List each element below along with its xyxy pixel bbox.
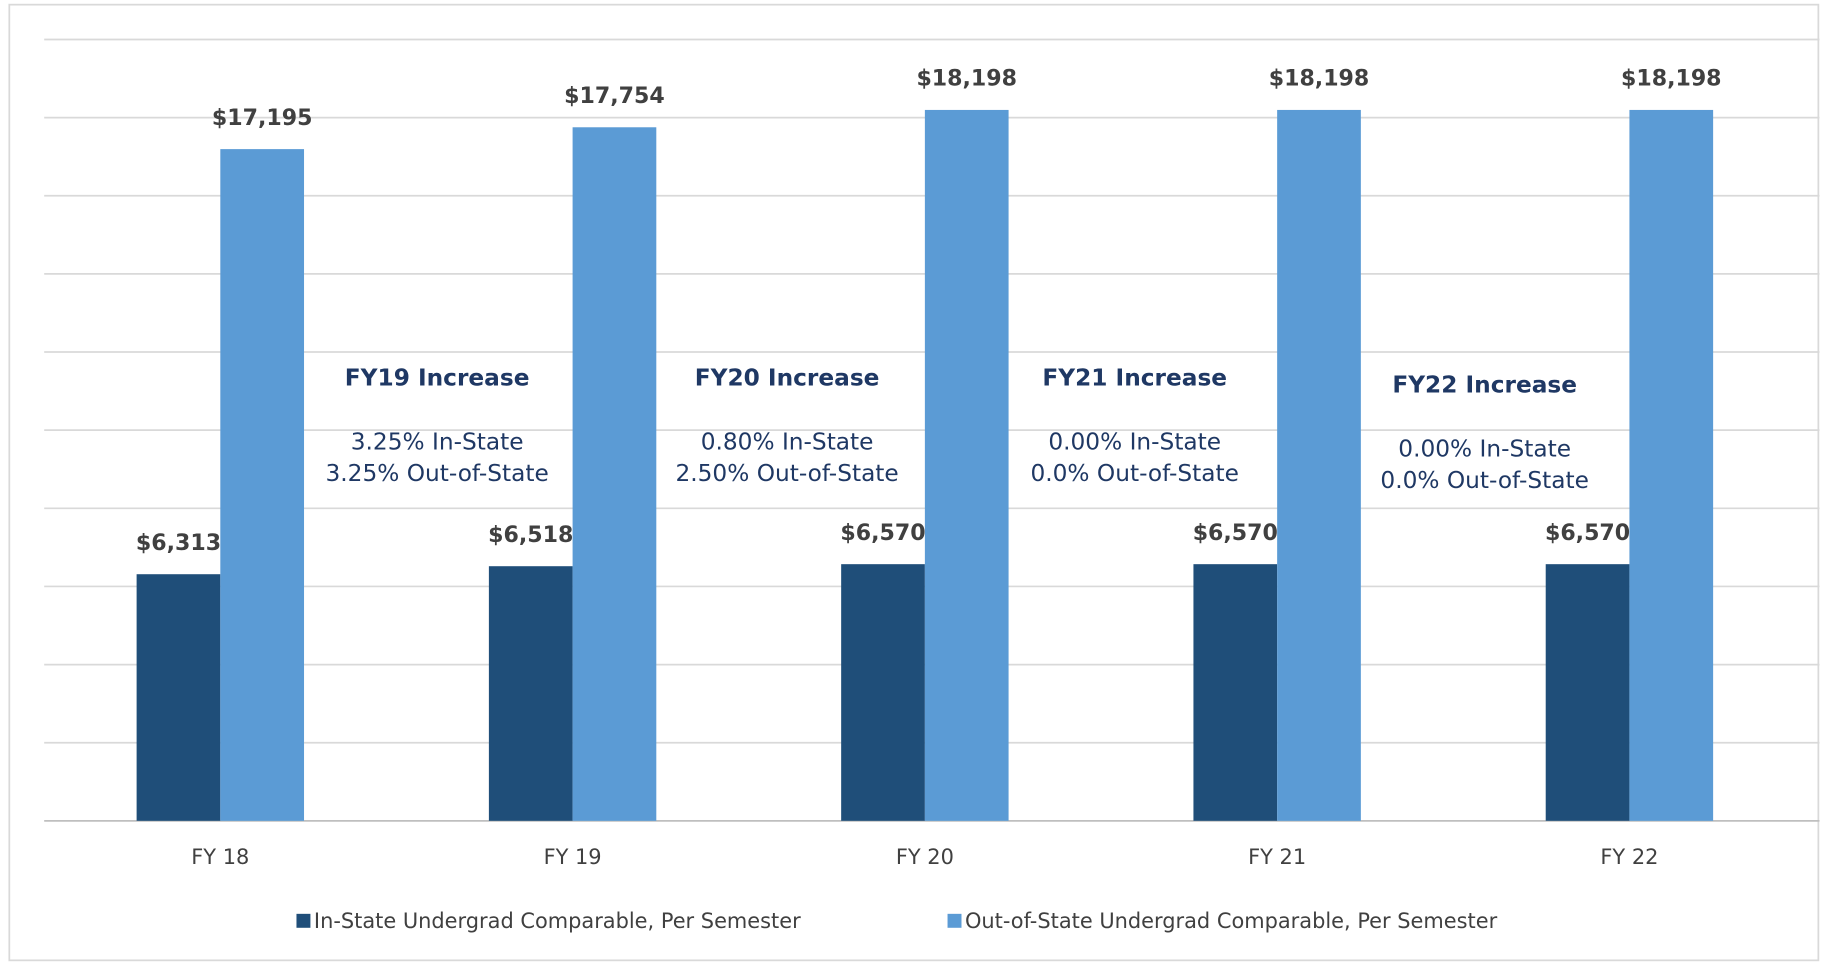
annotation-title: FY19 Increase	[345, 365, 530, 392]
x-tick-label: FY 18	[191, 845, 249, 869]
x-tick-label: FY 20	[896, 845, 954, 869]
annotation-line: 0.00% In-State	[1048, 428, 1221, 455]
value-label: $17,195	[212, 106, 313, 131]
bar	[841, 564, 925, 821]
annotation-title: FY21 Increase	[1042, 365, 1227, 392]
x-tick-label: FY 21	[1248, 845, 1306, 869]
value-label: $18,198	[1621, 67, 1722, 92]
value-label: $6,570	[1193, 521, 1278, 546]
annotation-line: 0.0% Out-of-State	[1030, 460, 1239, 487]
value-label: $6,518	[488, 523, 573, 548]
bar	[488, 566, 573, 821]
annotation-line: 0.0% Out-of-State	[1380, 467, 1589, 494]
annotation-line: 0.80% In-State	[701, 428, 874, 455]
legend-swatch	[947, 913, 962, 928]
annotation-line: 2.50% Out-of-State	[675, 460, 898, 487]
value-label: $18,198	[1269, 67, 1370, 92]
legend-label: In-State Undergrad Comparable, Per Semes…	[314, 909, 801, 933]
annotation-title: FY22 Increase	[1392, 372, 1577, 399]
bar	[1629, 109, 1714, 821]
x-tick-label: FY 19	[544, 845, 602, 869]
bar	[572, 127, 657, 821]
annotation-line: 3.25% In-State	[351, 428, 524, 455]
bar	[1193, 564, 1278, 821]
bar	[220, 149, 305, 821]
bar	[1545, 564, 1630, 821]
value-label: $6,570	[840, 521, 925, 546]
annotation-title: FY20 Increase	[695, 365, 880, 392]
value-label: $18,198	[916, 67, 1017, 92]
bar	[1277, 109, 1361, 821]
legend-swatch	[296, 913, 311, 928]
bar	[924, 109, 1009, 821]
annotation-line: 3.25% Out-of-State	[325, 460, 548, 487]
legend-label: Out-of-State Undergrad Comparable, Per S…	[965, 909, 1498, 933]
value-label: $6,570	[1545, 521, 1630, 546]
x-tick-label: FY 22	[1600, 845, 1658, 869]
bar	[136, 574, 221, 821]
value-label: $17,754	[564, 84, 665, 109]
value-label: $6,313	[136, 531, 221, 556]
annotation-line: 0.00% In-State	[1398, 435, 1571, 462]
